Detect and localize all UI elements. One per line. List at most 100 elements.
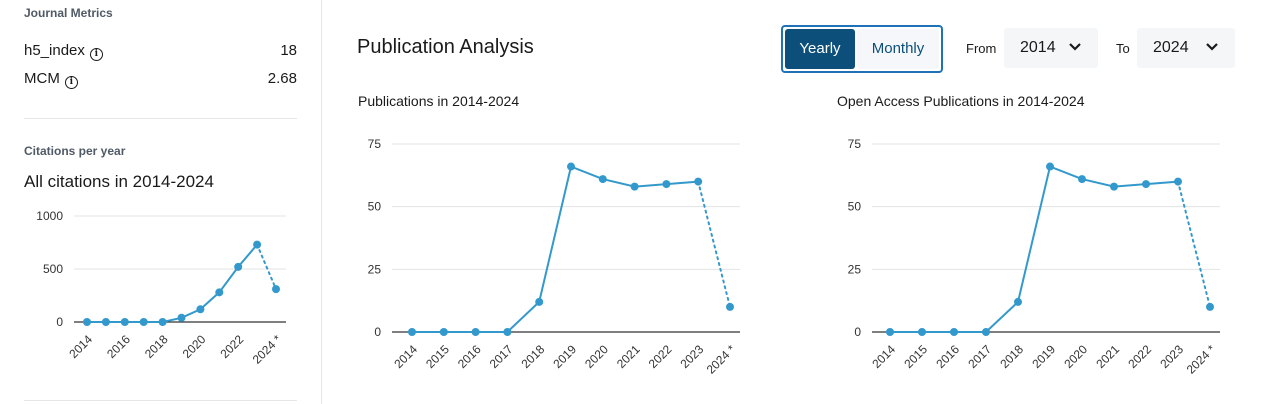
metric-row-mcm: MCM i 2.68 (24, 70, 297, 90)
data-point (567, 162, 575, 171)
chevron-down-icon (1069, 43, 1081, 51)
x-tick-label: 2016 (933, 342, 962, 371)
open-access-chart-title: Open Access Publications in 2014-2024 (837, 93, 1085, 109)
x-tick-label: 2022 (1125, 342, 1154, 371)
data-point (272, 285, 280, 294)
y-tick-label: 75 (848, 137, 862, 151)
x-tick-label: 2015 (901, 342, 930, 371)
y-tick-label: 1000 (36, 209, 63, 223)
x-tick-label: 2017 (965, 342, 994, 371)
monthly-toggle-button[interactable]: Monthly (857, 29, 939, 69)
series-line (890, 165, 1179, 333)
metric-name-text: h5_index (24, 42, 85, 59)
metric-row-h5-index: h5_index i 18 (24, 42, 297, 62)
x-tick-label: 2015 (423, 342, 452, 371)
x-tick-label: 2022 (646, 342, 675, 371)
data-point (1014, 297, 1022, 306)
x-tick-label: 2023 (1157, 342, 1186, 371)
data-point (120, 318, 129, 326)
x-tick-label: 2020 (180, 332, 209, 361)
chevron-down-icon (1206, 43, 1218, 51)
y-tick-label: 0 (56, 315, 63, 329)
x-tick-label: 2016 (455, 342, 484, 371)
data-point (215, 288, 224, 297)
x-tick-label: 2020 (582, 342, 611, 371)
x-tick-label: 2024 * (250, 332, 285, 367)
citations-per-year-label: Citations per year (24, 144, 126, 158)
data-point (886, 328, 894, 336)
y-tick-label: 50 (848, 200, 862, 214)
publications-chart-title: Publications in 2014-2024 (358, 93, 520, 109)
info-icon[interactable]: i (89, 48, 103, 61)
metric-name: MCM i (24, 70, 78, 89)
data-point (253, 240, 262, 249)
x-tick-label: 2022 (218, 332, 247, 361)
data-point (598, 175, 607, 184)
data-point (196, 305, 205, 314)
x-tick-label: 2019 (550, 342, 579, 371)
period-toggle: Yearly Monthly (781, 25, 943, 73)
x-tick-label: 2014 (66, 332, 95, 361)
projected-line (697, 180, 731, 308)
yearly-toggle-button[interactable]: Yearly (785, 29, 855, 69)
projected-line (1177, 180, 1211, 308)
y-tick-label: 25 (368, 262, 382, 276)
x-tick-label: 2024 * (1184, 342, 1219, 377)
data-point (83, 318, 91, 326)
x-tick-label: 2020 (1061, 342, 1090, 371)
from-year-value: 2014 (1020, 39, 1056, 56)
data-point (101, 318, 110, 326)
journal-metrics-label: Journal Metrics (24, 6, 113, 20)
x-tick-label: 2014 (869, 342, 898, 371)
data-point (408, 328, 416, 336)
from-label: From (966, 41, 997, 56)
data-point (726, 302, 734, 311)
x-tick-label: 2024 * (704, 342, 739, 377)
metric-value: 18 (280, 42, 297, 59)
data-point (139, 318, 148, 326)
x-tick-label: 2016 (104, 332, 133, 361)
x-tick-label: 2021 (614, 342, 643, 371)
journal-sidebar: Journal Metrics h5_index i 18 MCM i 2.68 C… (0, 0, 322, 404)
from-year-select[interactable]: 2014 (1004, 28, 1098, 68)
data-point (234, 262, 243, 271)
x-tick-label: 2017 (487, 342, 516, 371)
data-point (503, 328, 512, 336)
page-title: Publication Analysis (357, 36, 534, 58)
citations-chart: 0 500 1000 2014 2016 2018 2020 2022 2024 * (36, 209, 286, 367)
y-tick-label: 75 (368, 137, 382, 151)
data-point (1206, 302, 1214, 311)
data-point (694, 177, 703, 186)
data-point (982, 328, 990, 336)
projected-line (256, 243, 277, 291)
y-tick-label: 500 (43, 262, 63, 276)
data-point (535, 297, 544, 306)
data-point (471, 328, 480, 336)
x-tick-label: 2014 (391, 342, 420, 371)
data-point (158, 318, 167, 326)
y-tick-label: 0 (854, 325, 861, 339)
y-tick-label: 25 (848, 262, 862, 276)
to-year-value: 2024 (1153, 39, 1189, 56)
data-point (662, 180, 671, 189)
x-tick-label: 2018 (519, 342, 548, 371)
y-tick-label: 50 (368, 200, 382, 214)
x-tick-label: 2018 (997, 342, 1026, 371)
x-tick-label: 2023 (678, 342, 707, 371)
x-tick-label: 2021 (1093, 342, 1122, 371)
to-label: To (1116, 41, 1130, 56)
data-point (1174, 177, 1182, 186)
data-point (177, 313, 186, 322)
data-point (1142, 180, 1150, 189)
x-tick-label: 2018 (142, 332, 171, 361)
metric-value: 2.68 (267, 70, 297, 87)
divider (24, 400, 297, 401)
metric-name-text: MCM (24, 70, 60, 87)
info-icon[interactable]: i (64, 76, 78, 89)
x-tick-label: 2019 (1029, 342, 1058, 371)
data-point (1046, 162, 1054, 171)
to-year-select[interactable]: 2024 (1137, 28, 1235, 68)
data-point (918, 328, 926, 336)
divider (24, 118, 297, 119)
